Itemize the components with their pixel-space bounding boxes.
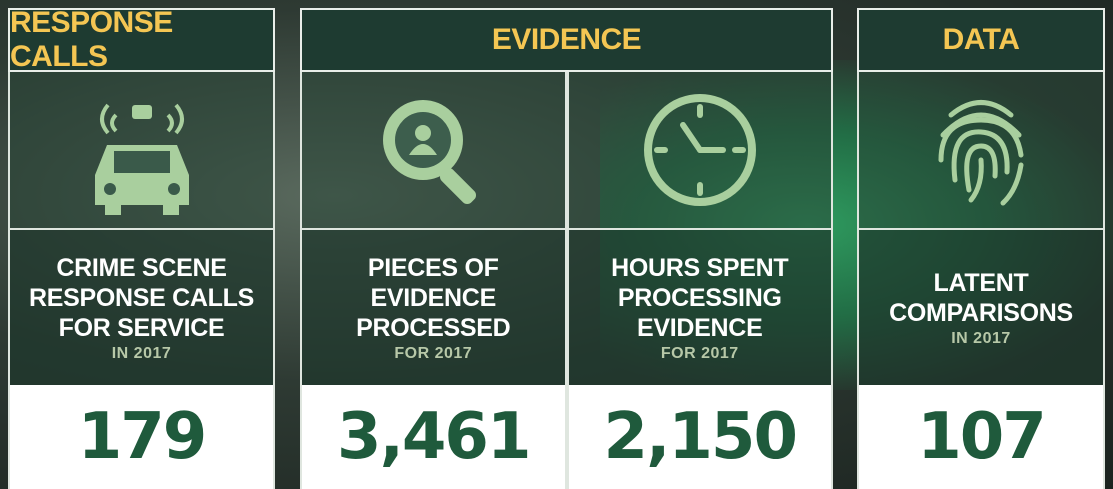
stat-value: 3,461 (300, 385, 567, 489)
stat-period: FOR 2017 (394, 345, 472, 363)
label-line: HOURS SPENT (611, 253, 788, 283)
label-line: PIECES OF (368, 253, 499, 283)
stat-value: 107 (857, 385, 1105, 489)
icon (368, 85, 498, 215)
stat-icon (300, 72, 567, 228)
label-line: FOR SERVICE (59, 313, 225, 343)
label-line: COMPARISONS (889, 298, 1073, 328)
section-header: DATA (857, 8, 1105, 72)
label-line: RESPONSE CALLS (29, 283, 254, 313)
section-header: EVIDENCE (300, 8, 833, 72)
label-line: EVIDENCE (371, 283, 496, 313)
label-line: LATENT (934, 268, 1029, 298)
stat-icon (8, 72, 275, 228)
icon (921, 85, 1041, 215)
label-line: CRIME SCENE (56, 253, 226, 283)
stat-icon (857, 72, 1105, 228)
stat-value: 2,150 (567, 385, 834, 489)
stat-value: 179 (8, 385, 275, 489)
section-header: RESPONSE CALLS (8, 8, 275, 72)
stat-period: IN 2017 (951, 330, 1011, 348)
icon (635, 85, 765, 215)
stat-period: IN 2017 (112, 345, 172, 363)
label-line: PROCESSED (356, 313, 510, 343)
stat-icon (567, 72, 834, 228)
label-line: PROCESSING (618, 283, 782, 313)
label-line: EVIDENCE (637, 313, 762, 343)
stat-period: FOR 2017 (661, 345, 739, 363)
icon (82, 85, 202, 215)
infographic: RESPONSE CALLSCRIME SCENERESPONSE CALLSF… (0, 0, 1113, 489)
